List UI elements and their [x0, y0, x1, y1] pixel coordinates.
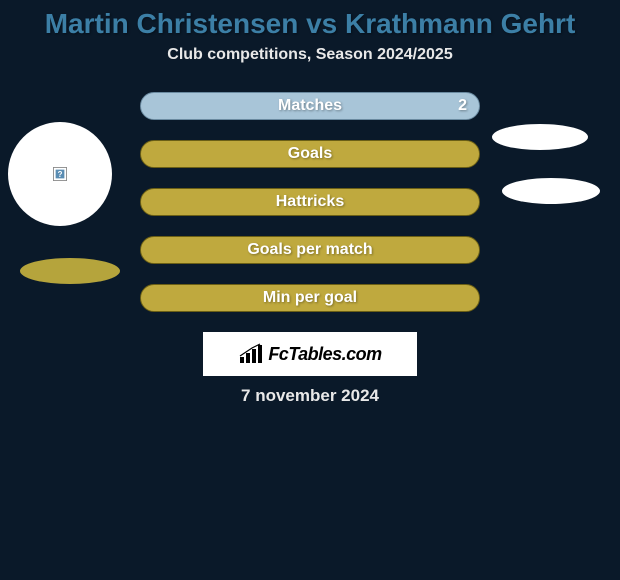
missing-image-icon: ?: [53, 167, 67, 181]
player-right-shadow-1: [492, 124, 588, 150]
stat-label: Min per goal: [263, 289, 357, 307]
stat-row: Goals: [140, 140, 480, 168]
stat-row: Hattricks: [140, 188, 480, 216]
player-left-shadow: [20, 258, 120, 284]
stat-right-value: 2: [458, 97, 467, 115]
subtitle: Club competitions, Season 2024/2025: [0, 46, 620, 64]
stat-row: Goals per match: [140, 236, 480, 264]
player-right-shadow-2: [502, 178, 600, 204]
page-title: Martin Christensen vs Krathmann Gehrt: [0, 0, 620, 46]
stat-row: Matches 2: [140, 92, 480, 120]
logo-box: FcTables.com: [203, 332, 417, 376]
stat-row: Min per goal: [140, 284, 480, 312]
date-text: 7 november 2024: [0, 386, 620, 406]
svg-text:?: ?: [58, 170, 63, 179]
logo-text: FcTables.com: [268, 344, 381, 365]
stat-label: Hattricks: [276, 193, 344, 211]
stat-label: Matches: [278, 97, 342, 115]
stat-label: Goals per match: [247, 241, 372, 259]
stat-label: Goals: [288, 145, 332, 163]
logo-bars-icon: [238, 343, 264, 365]
player-left-avatar: ?: [8, 122, 112, 226]
